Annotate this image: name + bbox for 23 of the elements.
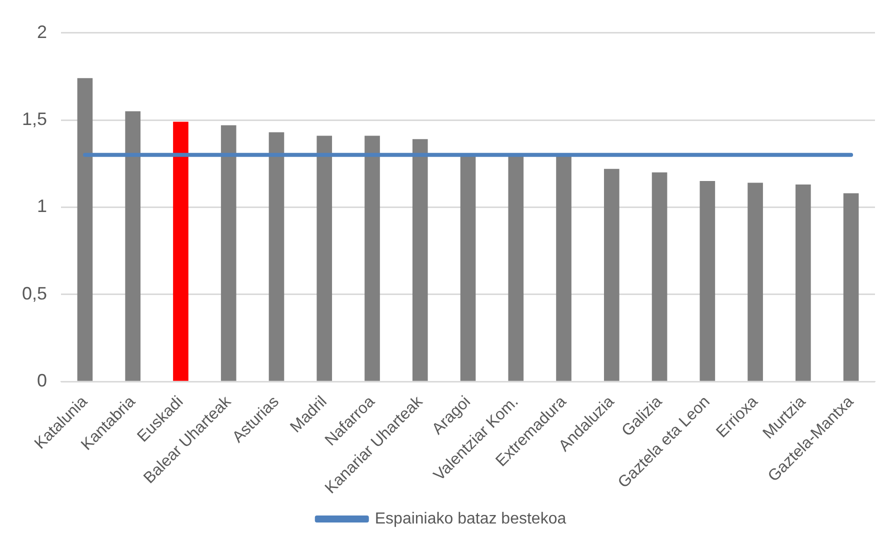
legend-label: Espainiako bataz bestekoa (374, 510, 566, 528)
bar (412, 139, 428, 381)
bar (77, 78, 93, 381)
bar (700, 181, 716, 381)
bar (604, 168, 620, 381)
bar (220, 125, 236, 381)
y-tick-label: 1,5 (22, 108, 48, 129)
bar (556, 154, 572, 381)
bar (125, 111, 141, 381)
y-tick-label: 2 (37, 22, 48, 42)
bar (316, 136, 332, 381)
bar (796, 184, 811, 381)
bar (173, 122, 188, 381)
y-tick-label: 0 (37, 370, 48, 391)
bar (508, 154, 524, 381)
bar (748, 182, 763, 381)
y-tick-label: 0,5 (22, 283, 48, 304)
bar (843, 193, 859, 381)
bar (268, 132, 284, 381)
bar (460, 154, 476, 381)
bar (364, 136, 380, 381)
y-tick-label: 1 (37, 196, 48, 216)
bar (652, 172, 668, 381)
